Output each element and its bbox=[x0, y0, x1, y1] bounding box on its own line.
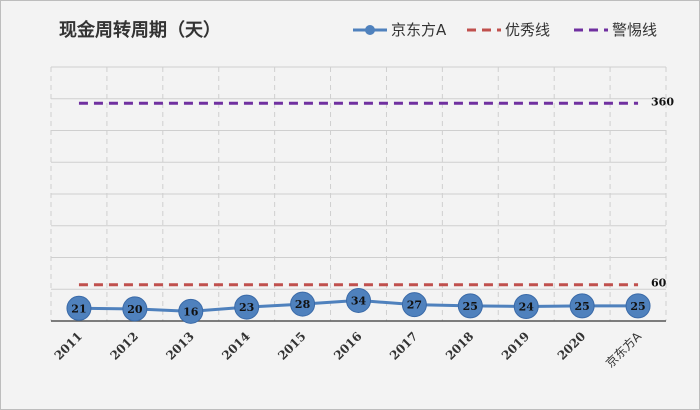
x-tick-label: 2013 bbox=[163, 329, 197, 363]
data-label: 28 bbox=[295, 298, 311, 311]
legend: 京东方A 优秀线 警惕线 bbox=[353, 21, 657, 39]
legend-label: 警惕线 bbox=[612, 21, 657, 39]
data-point bbox=[178, 298, 204, 324]
data-label: 34 bbox=[351, 294, 367, 307]
data-point bbox=[66, 295, 92, 321]
data-label: 25 bbox=[574, 300, 589, 313]
data-point bbox=[457, 293, 483, 319]
legend-label: 京东方A bbox=[391, 21, 447, 39]
x-tick-label: 2018 bbox=[443, 329, 477, 363]
legend-label: 优秀线 bbox=[505, 21, 550, 39]
x-tick-label: 2019 bbox=[499, 329, 533, 363]
x-tick-label: 2012 bbox=[107, 329, 141, 363]
data-label: 27 bbox=[407, 299, 422, 312]
data-label: 25 bbox=[630, 300, 645, 313]
data-point bbox=[625, 293, 651, 319]
chart-title: 现金周转周期（天） bbox=[59, 19, 221, 41]
x-tick-label: 2011 bbox=[52, 329, 86, 363]
data-label: 20 bbox=[127, 303, 143, 316]
data-point bbox=[569, 293, 595, 319]
x-tick-label: 2016 bbox=[331, 329, 365, 363]
x-axis: 2011 2012 2013 2014 2015 2016 2017 2018 2019 2020… bbox=[52, 328, 645, 370]
data-label: 24 bbox=[519, 300, 535, 313]
grid bbox=[50, 66, 667, 322]
x-tick-label: 2014 bbox=[219, 329, 253, 363]
legend-marker bbox=[365, 25, 375, 35]
x-tick-label: 京东方A bbox=[602, 328, 644, 370]
data-label: 23 bbox=[239, 301, 254, 314]
data-point bbox=[234, 294, 260, 320]
x-tick-label: 2015 bbox=[275, 329, 309, 363]
reference-line-value: 360 bbox=[651, 95, 674, 108]
x-tick-label: 2020 bbox=[555, 329, 589, 363]
data-point bbox=[290, 291, 316, 317]
x-tick-label: 2017 bbox=[387, 329, 421, 363]
data-point bbox=[122, 296, 148, 322]
data-point bbox=[513, 293, 539, 319]
data-label: 16 bbox=[183, 305, 199, 318]
plot-area: 60 360 21 20 16 23 28 34 27 25 24 25 25 bbox=[66, 95, 674, 324]
data-label: 25 bbox=[463, 300, 478, 313]
data-point bbox=[401, 292, 427, 318]
data-label: 21 bbox=[71, 302, 86, 315]
data-point bbox=[346, 287, 371, 313]
reference-line-value: 60 bbox=[651, 277, 667, 290]
